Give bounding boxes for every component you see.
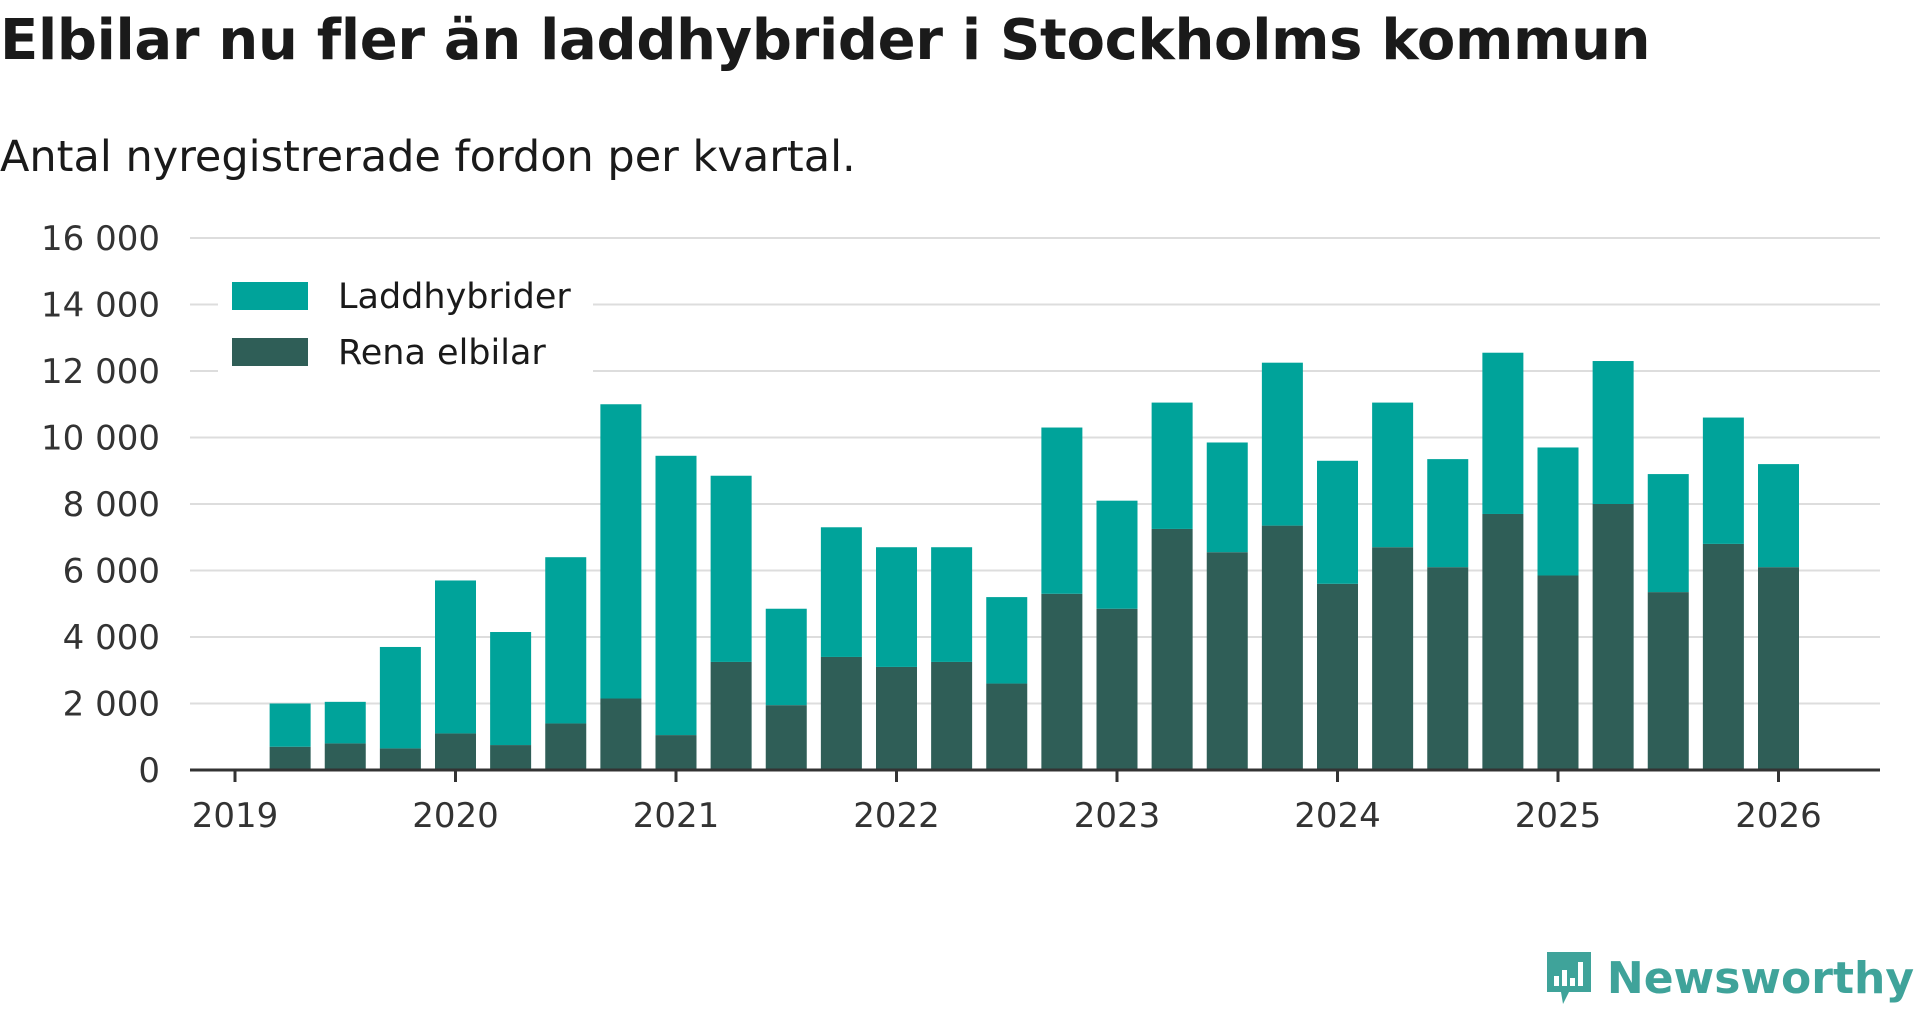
bar-rena-elbilar [1702, 543, 1744, 770]
bar-rena-elbilar [1647, 592, 1689, 770]
bar-rena-elbilar [986, 683, 1028, 770]
y-tick-label: 6 000 [63, 552, 160, 592]
bar-rena-elbilar [1317, 583, 1358, 770]
brand-logo: Newsworthy [1543, 948, 1914, 1008]
bar-laddhybrider [324, 701, 366, 744]
bar-rena-elbilar [1758, 567, 1799, 770]
bar-rena-elbilar [1151, 528, 1193, 770]
bar-laddhybrider [1537, 447, 1579, 576]
bar-laddhybrider [655, 455, 697, 736]
bar-laddhybrider [1647, 474, 1689, 593]
bar-laddhybrider [1151, 402, 1193, 529]
bar-laddhybrider [269, 703, 311, 747]
bar-rena-elbilar [269, 746, 311, 770]
bar-rena-elbilar [931, 661, 973, 770]
y-tick-label: 0 [138, 751, 160, 791]
bar-rena-elbilar [655, 735, 697, 770]
bar-laddhybrider [1482, 352, 1524, 514]
legend-label: Rena elbilar [338, 333, 546, 373]
bar-rena-elbilar [1592, 504, 1634, 770]
y-tick-label: 16 000 [41, 219, 160, 259]
bar-laddhybrider [1206, 442, 1248, 553]
bar-rena-elbilar [600, 698, 642, 770]
bar-rena-elbilar [490, 745, 532, 770]
bar-laddhybrider [1758, 464, 1799, 568]
bar-rena-elbilar [710, 661, 752, 770]
bar-laddhybrider [820, 527, 862, 657]
bar-laddhybrider [710, 475, 752, 662]
y-tick-label: 2 000 [63, 685, 160, 725]
y-tick-label: 12 000 [41, 352, 160, 392]
x-tick-label: 2022 [853, 796, 940, 836]
x-tick-label: 2019 [192, 796, 279, 836]
chart-subtitle: Antal nyregistrerade fordon per kvartal. [0, 132, 856, 182]
brand-name: Newsworthy [1606, 952, 1914, 1004]
legend-swatch [232, 282, 308, 310]
y-tick-label: 14 000 [41, 286, 160, 326]
bar-rena-elbilar [379, 748, 421, 770]
bar-rena-elbilar [545, 723, 587, 770]
y-tick-label: 10 000 [41, 419, 160, 459]
bar-rena-elbilar [1206, 552, 1248, 770]
x-tick-label: 2023 [1074, 796, 1161, 836]
bar-laddhybrider [876, 547, 917, 667]
bar-laddhybrider [1041, 427, 1083, 594]
x-tick-label: 2026 [1735, 796, 1822, 836]
bar-laddhybrider [490, 632, 532, 746]
bar-rena-elbilar [1537, 575, 1579, 770]
x-tick-label: 2021 [633, 796, 720, 836]
bar-laddhybrider [986, 597, 1028, 684]
bar-rena-elbilar [876, 666, 917, 770]
bar-laddhybrider [435, 580, 476, 734]
bar-rena-elbilar [1482, 513, 1524, 770]
bar-laddhybrider [1702, 417, 1744, 544]
bar-rena-elbilar [1041, 593, 1083, 770]
bar-laddhybrider [1317, 460, 1358, 584]
bar-laddhybrider [1592, 361, 1634, 504]
bar-laddhybrider [1096, 500, 1138, 609]
bar-rena-elbilar [1261, 525, 1303, 770]
bar-laddhybrider [1427, 459, 1469, 568]
newsworthy-logo-icon [1546, 952, 1591, 1004]
bar-laddhybrider [600, 404, 642, 699]
bar-rena-elbilar [1096, 608, 1138, 770]
bar-rena-elbilar [820, 656, 862, 770]
bar-laddhybrider [1261, 362, 1303, 526]
chart-title: Elbilar nu fler än laddhybrider i Stockh… [0, 8, 1651, 73]
bar-rena-elbilar [765, 705, 807, 770]
legend-swatch [232, 338, 308, 366]
x-tick-label: 2020 [412, 796, 499, 836]
bar-rena-elbilar [1372, 547, 1414, 770]
bar-rena-elbilar [1427, 567, 1469, 770]
bar-laddhybrider [765, 608, 807, 706]
y-tick-label: 8 000 [63, 485, 160, 525]
bar-laddhybrider [931, 547, 973, 662]
legend-label: Laddhybrider [338, 277, 571, 317]
bar-rena-elbilar [324, 743, 366, 770]
bar-rena-elbilar [435, 733, 476, 770]
x-tick-label: 2025 [1515, 796, 1602, 836]
y-tick-label: 4 000 [63, 618, 160, 658]
x-tick-label: 2024 [1294, 796, 1381, 836]
bar-laddhybrider [379, 646, 421, 749]
bar-laddhybrider [545, 557, 587, 724]
bar-laddhybrider [1372, 402, 1414, 548]
